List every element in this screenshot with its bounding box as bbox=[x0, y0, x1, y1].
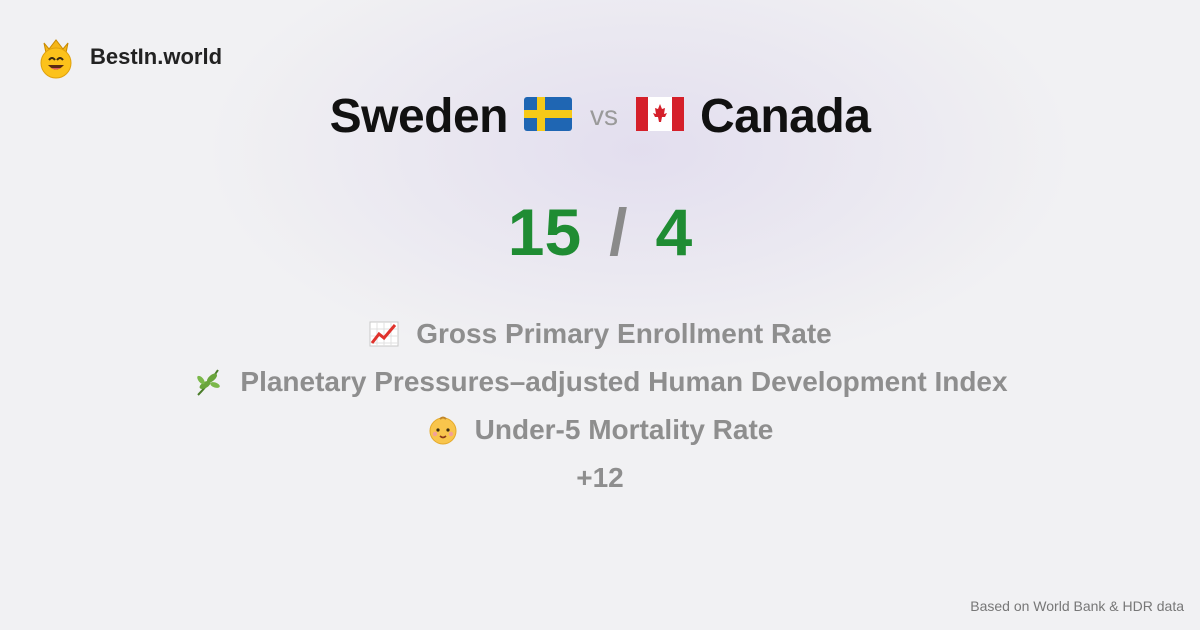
score-separator: / bbox=[609, 195, 628, 269]
metric-item: Gross Primary Enrollment Rate bbox=[0, 310, 1200, 358]
left-score: 15 bbox=[507, 195, 582, 269]
brand[interactable]: BestIn.world bbox=[38, 35, 222, 79]
chart-increasing-icon bbox=[368, 318, 400, 350]
baby-icon bbox=[427, 414, 459, 446]
right-country-name: Canada bbox=[700, 89, 871, 143]
data-source-note: Based on World Bank & HDR data bbox=[970, 598, 1184, 614]
metric-item: Under-5 Mortality Rate bbox=[0, 406, 1200, 454]
brand-name: BestIn.world bbox=[90, 44, 223, 69]
more-metrics-count: +12 bbox=[576, 462, 624, 493]
score: 15 / 4 bbox=[0, 192, 1200, 272]
metric-item: Planetary Pressures–adjusted Human Devel… bbox=[0, 358, 1200, 406]
sweden-flag-icon bbox=[524, 96, 572, 136]
comparison-title: Sweden vs Canada bbox=[0, 86, 1200, 146]
left-country-name: Sweden bbox=[329, 89, 509, 143]
metrics-list: Gross Primary Enrollment Rate Planetary … bbox=[0, 310, 1200, 502]
metric-label: Gross Primary Enrollment Rate bbox=[416, 318, 832, 349]
herb-icon bbox=[192, 366, 224, 398]
vs-label: vs bbox=[590, 100, 618, 131]
metric-label: Under-5 Mortality Rate bbox=[474, 414, 774, 445]
canada-flag-icon bbox=[636, 96, 684, 136]
right-score: 4 bbox=[655, 195, 693, 269]
metric-label: Planetary Pressures–adjusted Human Devel… bbox=[240, 366, 1008, 397]
crown-smiley-icon bbox=[38, 35, 74, 79]
